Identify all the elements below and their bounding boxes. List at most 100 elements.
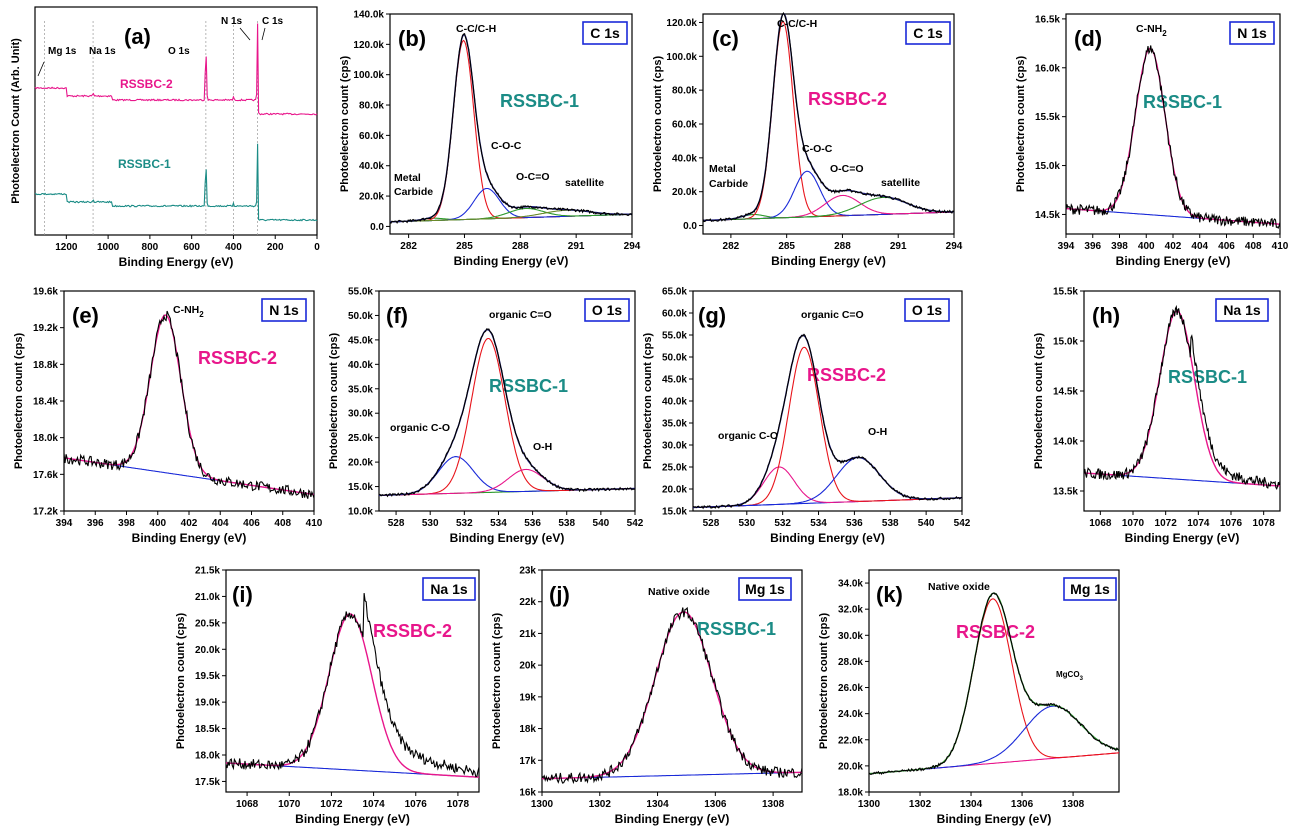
core-level-box bbox=[1215, 298, 1269, 322]
peak-label-mgco3: MgCO3 bbox=[1056, 670, 1084, 682]
x-tick-label: 1308 bbox=[762, 799, 785, 810]
y-tick-label: 17.2k bbox=[33, 507, 58, 518]
x-tick-label: 398 bbox=[1111, 241, 1128, 252]
y-tick-label: 40.0k bbox=[359, 161, 384, 172]
chart-c: 282 285 288 291 294 Binding Energy (eV) Photoe… bbox=[652, 12, 963, 268]
component-curve bbox=[389, 207, 632, 223]
survey-peak-label: Na 1s bbox=[89, 46, 116, 57]
plot-frame bbox=[63, 290, 315, 512]
sample-label: RSSBC-2 bbox=[373, 621, 452, 641]
raw-spectrum bbox=[1065, 45, 1281, 230]
x-axis-label: Binding Energy (eV) bbox=[450, 531, 565, 545]
core-level-box bbox=[905, 21, 951, 45]
survey-label-rssbc2: RSSBC-2 bbox=[120, 77, 173, 91]
raw-spectrum bbox=[1083, 304, 1281, 491]
x-tick-label: 1078 bbox=[447, 799, 470, 810]
y-tick-label: 55.0k bbox=[348, 287, 373, 298]
x-tick-label: 540 bbox=[593, 518, 610, 529]
y-tick-label: 0.0 bbox=[683, 221, 697, 232]
x-tick-label: 406 bbox=[1218, 241, 1235, 252]
sample-label: RSSBC-1 bbox=[1143, 92, 1222, 112]
panel-label: (e) bbox=[72, 303, 99, 328]
chart-b: 282 285 288 291 294 Binding Energy (eV) Photoe… bbox=[339, 10, 641, 269]
core-level-box bbox=[904, 298, 950, 322]
peak-label-oh: O-H bbox=[533, 441, 552, 453]
y-tick-label: 19k bbox=[519, 692, 536, 703]
y-tick-label: 17.6k bbox=[33, 470, 58, 481]
y-axis-label: Photoelectron Count (Arb. Unit) bbox=[10, 38, 22, 204]
x-tick-label: 1302 bbox=[589, 799, 612, 810]
y-tick-label: 26.0k bbox=[838, 683, 863, 694]
x-tick-label: 532 bbox=[774, 518, 791, 529]
peak-label-mgco-text: MgCO bbox=[1056, 670, 1080, 679]
y-tick-label: 35.0k bbox=[662, 419, 687, 430]
raw-spectrum bbox=[868, 592, 1120, 775]
peak-label-organic-co: organic C-O bbox=[390, 422, 450, 434]
core-level-box bbox=[422, 577, 476, 601]
chart-i: 1068 1070 1072 1074 1076 1078 Binding Energy (… bbox=[175, 566, 480, 826]
peak-label-cnh2: C-NH2 bbox=[1136, 23, 1167, 38]
y-tick-label: 60.0k bbox=[359, 131, 384, 142]
peak-label-metal: Metal bbox=[709, 163, 736, 175]
x-axis-label: Binding Energy (eV) bbox=[295, 812, 410, 826]
survey-curve-rssbc1 bbox=[34, 143, 318, 222]
y-tick-label: 18.0k bbox=[838, 788, 863, 799]
x-tick-label: 282 bbox=[723, 241, 740, 252]
chart-a: 1200 1000 800 600 400 200 0 Binding Energy (eV)… bbox=[10, 6, 320, 269]
y-tick-label: 30.0k bbox=[348, 409, 373, 420]
x-tick-label: 1306 bbox=[704, 799, 727, 810]
x-tick-label: 410 bbox=[306, 518, 323, 529]
y-tick-label: 50.0k bbox=[348, 311, 373, 322]
y-tick-label: 120.0k bbox=[353, 40, 384, 51]
x-tick-label: 536 bbox=[846, 518, 863, 529]
peak-label-coc: C-O-C bbox=[491, 140, 522, 152]
y-tick-label: 14.0k bbox=[1053, 437, 1078, 448]
x-tick-label: 1304 bbox=[960, 799, 983, 810]
x-tick-label: 542 bbox=[627, 518, 644, 529]
y-tick-label: 17k bbox=[519, 756, 536, 767]
peak-label-oh: O-H bbox=[868, 426, 887, 438]
panel-label: (b) bbox=[398, 26, 426, 51]
x-tick-label: 528 bbox=[703, 518, 720, 529]
y-tick-label: 20.0k bbox=[662, 485, 687, 496]
arrow bbox=[37, 61, 45, 77]
chart-f: 528 530 532 534 536 538 540 542 Binding Energy (… bbox=[328, 287, 644, 546]
peak-label-cnh2: C-NH2 bbox=[173, 304, 204, 319]
y-tick-label: 45.0k bbox=[348, 335, 373, 346]
x-tick-label: 396 bbox=[87, 518, 104, 529]
y-axis-label: Photoelectron count (cps) bbox=[818, 613, 830, 750]
y-tick-label: 20.5k bbox=[195, 618, 220, 629]
peak-label-satellite: satellite bbox=[881, 177, 920, 189]
y-tick-label: 20.0k bbox=[195, 645, 220, 656]
x-axis-label: Binding Energy (eV) bbox=[937, 812, 1052, 826]
y-tick-label: 19.5k bbox=[195, 671, 220, 682]
x-tick-label: 538 bbox=[882, 518, 899, 529]
chart-d: 394 396 398 400 402 404 406 408 410 Binding Energ… bbox=[1015, 13, 1289, 268]
y-axis-label: Photoelectron count (cps) bbox=[339, 56, 351, 193]
panel-label: (g) bbox=[698, 303, 726, 328]
y-tick-label: 50.0k bbox=[662, 353, 687, 364]
x-tick-label: 400 bbox=[1138, 241, 1155, 252]
x-tick-label: 600 bbox=[183, 242, 200, 253]
peak-label-cnh-text: C-NH bbox=[173, 304, 199, 316]
x-tick-label: 538 bbox=[558, 518, 575, 529]
x-tick-label: 402 bbox=[1165, 241, 1182, 252]
y-tick-label: 120.0k bbox=[666, 18, 697, 29]
peak-label-cc: C-C/C-H bbox=[456, 23, 496, 35]
component-curve bbox=[692, 456, 962, 509]
subscript-3: 3 bbox=[1080, 676, 1084, 682]
core-level-label: C 1s bbox=[590, 25, 620, 41]
x-tick-label: 1304 bbox=[646, 799, 669, 810]
core-level-label: Na 1s bbox=[430, 581, 468, 597]
plot-frame bbox=[225, 569, 480, 793]
x-tick-label: 1068 bbox=[236, 799, 259, 810]
chart-e: 394 396 398 400 402 404 406 408 410 Binding Energ… bbox=[13, 287, 323, 546]
peak-label-satellite: satellite bbox=[565, 177, 604, 189]
y-tick-label: 18.4k bbox=[33, 397, 58, 408]
subscript-2: 2 bbox=[1162, 29, 1167, 38]
panel-label: (c) bbox=[712, 26, 739, 51]
y-tick-label: 19.2k bbox=[33, 323, 58, 334]
sample-label: RSSBC-2 bbox=[808, 89, 887, 109]
y-tick-label: 55.0k bbox=[662, 331, 687, 342]
